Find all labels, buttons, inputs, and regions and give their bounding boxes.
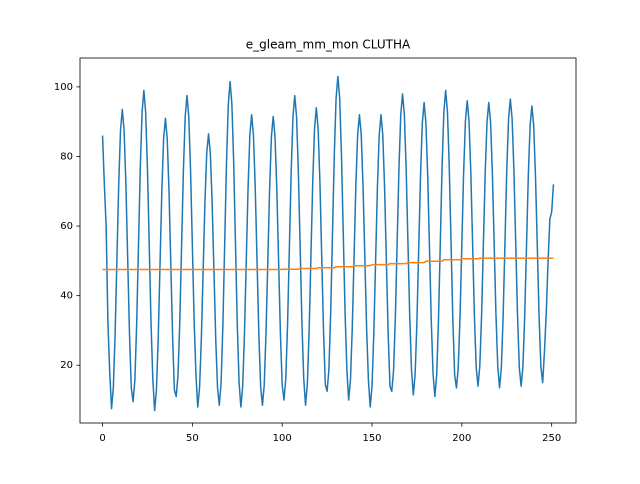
x-tick-label: 100	[273, 433, 292, 444]
x-tick-label: 250	[542, 433, 561, 444]
x-tick-label: 0	[99, 433, 105, 444]
y-tick-label: 60	[60, 221, 73, 232]
y-tick-label: 100	[54, 82, 73, 93]
x-tick-label: 150	[362, 433, 381, 444]
y-tick-label: 40	[60, 291, 73, 302]
series-line	[101, 75, 555, 412]
axes-frame	[79, 57, 577, 424]
series-line	[102, 257, 554, 271]
y-tick-label: 80	[60, 151, 73, 162]
x-tick-label: 50	[186, 433, 199, 444]
chart-title: e_gleam_mm_mon CLUTHA	[246, 38, 411, 52]
x-tick-label: 200	[452, 433, 471, 444]
plot-area	[101, 75, 555, 412]
y-tick-label: 20	[60, 360, 73, 371]
